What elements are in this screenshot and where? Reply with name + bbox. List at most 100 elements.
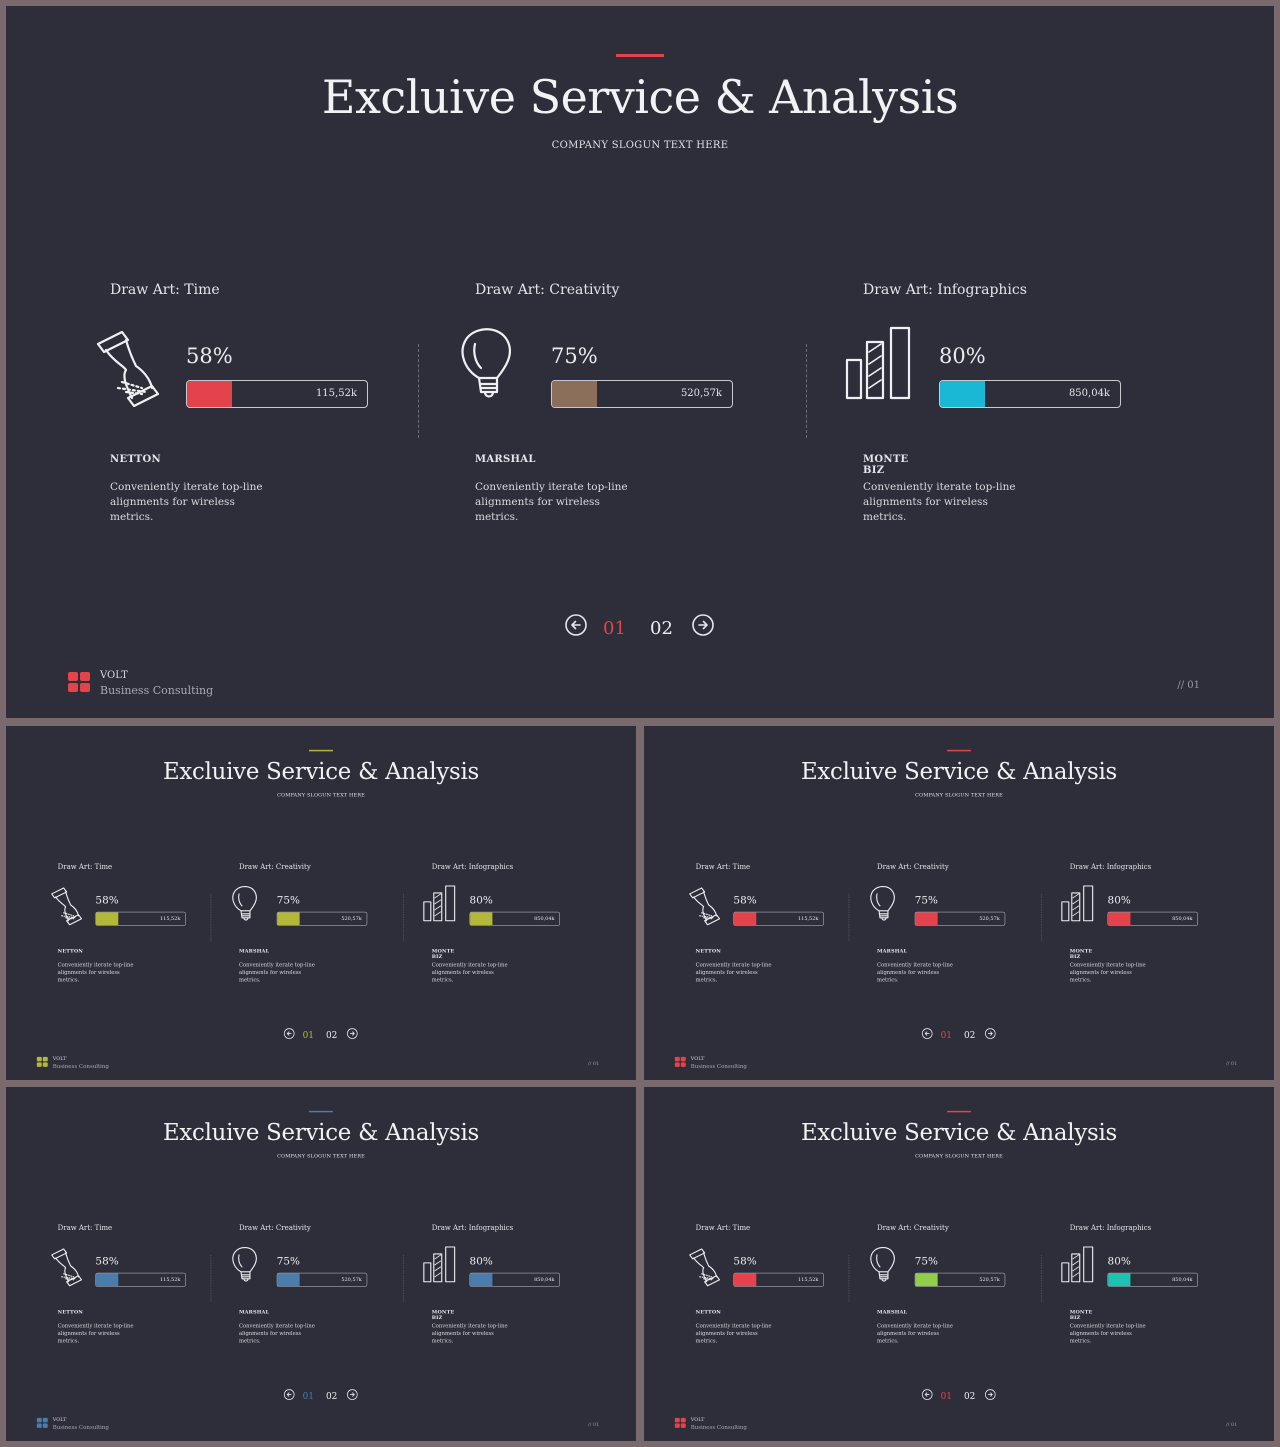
arrow-left-icon[interactable] — [283, 1028, 295, 1039]
column-description: Conveniently iterate top-line alignments… — [877, 1323, 953, 1344]
percent-label: 75% — [551, 344, 598, 368]
page-number-next[interactable]: 02 — [325, 1391, 338, 1402]
arrow-right-icon[interactable] — [346, 1389, 358, 1400]
pager: 01 02 — [6, 1028, 636, 1043]
arrow-left-icon[interactable] — [921, 1389, 933, 1400]
progress-fill — [470, 912, 493, 926]
slide-thumbnail[interactable]: Excluive Service & Analysis COMPANY SLOG… — [6, 726, 636, 1080]
page-reference: // 01 — [1225, 1060, 1238, 1067]
bar-chart-icon — [423, 885, 456, 922]
page-number-next[interactable]: 02 — [963, 1391, 976, 1402]
lightbulb-icon — [870, 1247, 895, 1282]
progress-value: 850,04k — [534, 1276, 555, 1283]
column-heading: Draw Art: Infographics — [1069, 863, 1152, 872]
accent-line — [616, 54, 664, 57]
column-description: Conveniently iterate top-line alignments… — [239, 1323, 315, 1344]
arrow-right-icon[interactable] — [984, 1028, 996, 1039]
slide-title: Excluive Service & Analysis — [321, 70, 959, 124]
brand-tagline: Business Consulting — [52, 1062, 109, 1070]
column-name: MONTE BIZ — [863, 454, 909, 476]
percent-label: 75% — [914, 1254, 938, 1267]
arrow-right-icon[interactable] — [984, 1389, 996, 1400]
column-divider — [418, 344, 419, 438]
progress-value: 520,57k — [979, 1276, 1000, 1283]
column-name: NETTON — [110, 454, 161, 465]
accent-line — [309, 749, 333, 752]
column-description: Conveniently iterate top-line alignments… — [431, 1323, 508, 1344]
lightbulb-icon — [232, 1247, 257, 1282]
column-description: Conveniently iterate top-line alignments… — [1069, 1323, 1146, 1344]
progress-bar: 850,04k — [469, 1272, 560, 1287]
column-name: MONTE BIZ — [431, 948, 455, 960]
column-heading: Draw Art: Infographics — [431, 1224, 514, 1233]
column-heading: Draw Art: Creativity — [877, 863, 949, 872]
column-description: Conveniently iterate top-line alignments… — [57, 1323, 134, 1344]
percent-label: 80% — [1107, 893, 1131, 906]
column-name: NETTON — [57, 1309, 83, 1316]
volt-logo-icon — [674, 1056, 686, 1067]
percent-label: 75% — [276, 1254, 300, 1267]
slide-thumbnail[interactable]: Excluive Service & Analysis COMPANY SLOG… — [644, 726, 1274, 1080]
column-description: Conveniently iterate top-line alignments… — [695, 1323, 772, 1344]
column-name: NETTON — [695, 1309, 721, 1316]
column-name: MARSHAL — [877, 1309, 908, 1316]
progress-fill — [277, 1273, 300, 1287]
slide-thumbnail[interactable]: Excluive Service & Analysis COMPANY SLOG… — [6, 1087, 636, 1441]
progress-fill — [733, 1273, 757, 1287]
volt-logo-icon — [674, 1417, 686, 1428]
progress-fill — [1108, 912, 1131, 926]
progress-bar: 520,57k — [914, 911, 1006, 926]
page-number-current[interactable]: 01 — [940, 1391, 952, 1402]
progress-value: 115,52k — [315, 388, 357, 399]
brand-name: VOLT — [52, 1055, 67, 1062]
arrow-right-icon[interactable] — [346, 1028, 358, 1039]
progress-bar: 520,57k — [914, 1272, 1006, 1287]
slide-slogan: COMPANY SLOGUN TEXT HERE — [915, 1153, 1003, 1160]
page-number-next[interactable]: 02 — [650, 618, 673, 639]
hourglass-icon — [51, 887, 83, 926]
progress-bar: 520,57k — [551, 380, 733, 408]
column-name: MONTE BIZ — [1069, 948, 1093, 960]
progress-bar: 850,04k — [469, 911, 560, 926]
progress-value: 115,52k — [159, 1276, 181, 1283]
progress-bar: 115,52k — [95, 1272, 186, 1287]
progress-value: 850,04k — [1172, 1276, 1193, 1283]
progress-fill — [552, 381, 597, 407]
progress-bar: 115,52k — [733, 1272, 824, 1287]
column-description: Conveniently iterate top-line alignments… — [1069, 962, 1146, 983]
arrow-left-icon[interactable] — [283, 1389, 295, 1400]
arrow-left-icon[interactable] — [921, 1028, 933, 1039]
progress-bar: 850,04k — [939, 380, 1121, 408]
brand-tagline: Business Consulting — [690, 1062, 747, 1070]
slide-thumbnail[interactable]: Excluive Service & Analysis COMPANY SLOG… — [644, 1087, 1274, 1441]
arrow-left-icon[interactable] — [565, 614, 587, 636]
slide-title: Excluive Service & Analysis — [800, 1118, 1118, 1146]
column-heading: Draw Art: Time — [57, 1224, 113, 1233]
page-number-next[interactable]: 02 — [325, 1030, 338, 1041]
brand-name: VOLT — [52, 1416, 67, 1423]
page-number-current[interactable]: 01 — [940, 1030, 952, 1041]
progress-bar: 850,04k — [1107, 1272, 1198, 1287]
pager: 01 02 — [6, 614, 1274, 644]
page-number-current[interactable]: 01 — [302, 1030, 314, 1041]
progress-value: 850,04k — [534, 915, 555, 922]
lightbulb-icon — [870, 886, 895, 921]
brand-tagline: Business Consulting — [100, 684, 214, 697]
column-heading: Draw Art: Time — [695, 863, 751, 872]
progress-fill — [915, 912, 938, 926]
percent-label: 80% — [939, 344, 986, 368]
page-number-current[interactable]: 01 — [302, 1391, 314, 1402]
progress-value: 850,04k — [1068, 388, 1110, 399]
hourglass-icon — [689, 1248, 721, 1287]
brand-name: VOLT — [690, 1416, 705, 1423]
arrow-right-icon[interactable] — [692, 614, 714, 636]
percent-label: 58% — [95, 893, 119, 906]
column-heading: Draw Art: Creativity — [877, 1224, 949, 1233]
hourglass-icon — [689, 887, 721, 926]
progress-fill — [95, 912, 119, 926]
percent-label: 80% — [1107, 1254, 1131, 1267]
percent-label: 80% — [469, 1254, 493, 1267]
column-name: MARSHAL — [239, 1309, 270, 1316]
page-number-next[interactable]: 02 — [963, 1030, 976, 1041]
page-number-current[interactable]: 01 — [603, 618, 626, 639]
